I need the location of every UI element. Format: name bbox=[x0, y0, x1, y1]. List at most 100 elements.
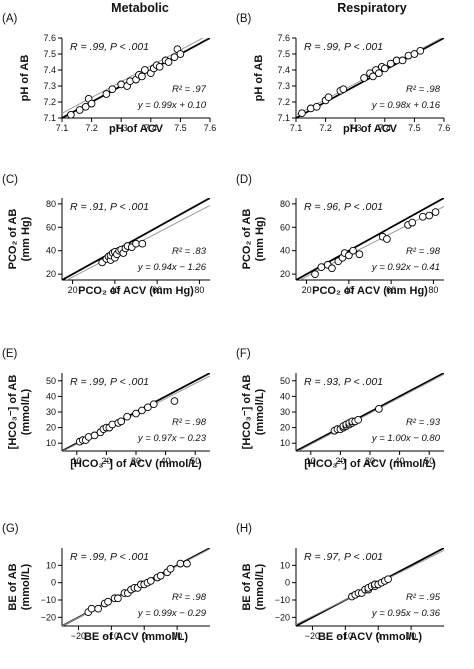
data-point bbox=[183, 559, 191, 568]
data-point bbox=[164, 58, 173, 66]
x-axis-label: pH of ACV bbox=[343, 123, 398, 135]
data-point bbox=[146, 577, 155, 585]
correlation-annotation: R = .99, P < .001 bbox=[70, 41, 149, 53]
data-point bbox=[328, 264, 336, 273]
data-point bbox=[132, 409, 140, 418]
x-tick-label: 10 bbox=[406, 631, 416, 641]
regression-equation: y = 0.98x + 0.16 bbox=[371, 100, 441, 111]
y-tick-label: 7.6 bbox=[43, 33, 56, 43]
regression-equation: y = 0.99x + 0.10 bbox=[137, 100, 207, 111]
panel-label: (G) bbox=[2, 523, 19, 535]
x-tick-label: 10 bbox=[72, 456, 82, 466]
y-tick-label: 40 bbox=[280, 391, 290, 401]
x-tick-label: 40 bbox=[161, 456, 171, 466]
regression-equation: y = 1.00x − 0.80 bbox=[371, 433, 441, 444]
y-tick-label: 60 bbox=[46, 222, 56, 232]
y-tick-label: 7.5 bbox=[277, 49, 290, 59]
data-point bbox=[117, 417, 126, 426]
y-axis-label: [HCO₃⁻] of AB bbox=[7, 375, 19, 450]
y-tick-label: 50 bbox=[46, 376, 56, 386]
x-tick-label: −20 bbox=[71, 631, 86, 641]
y-axis-label: BE of AB bbox=[241, 563, 253, 610]
x-tick-label: 7.3 bbox=[115, 123, 128, 133]
panels: (A)7.17.17.27.27.37.37.47.47.57.57.67.6p… bbox=[2, 13, 450, 643]
x-tick-label: 10 bbox=[306, 456, 316, 466]
regression-line bbox=[297, 373, 444, 451]
correlation-annotation: R = .91, P < .001 bbox=[70, 201, 149, 213]
data-point bbox=[132, 239, 140, 248]
panel-label: (H) bbox=[236, 523, 252, 535]
data-point bbox=[149, 400, 158, 409]
data-point bbox=[324, 93, 333, 102]
y-axis-label-units: (mmol/L) bbox=[254, 563, 266, 610]
x-tick-label: 40 bbox=[110, 285, 120, 295]
y-tick-label: 7.1 bbox=[43, 113, 56, 123]
data-point bbox=[114, 594, 122, 603]
x-tick-label: 7.5 bbox=[174, 123, 187, 133]
x-axis-label: PCO₂ of ACV (mm Hg) bbox=[78, 285, 194, 297]
y-axis-label: PCO₂ of AB bbox=[241, 209, 253, 270]
x-tick-label: 20 bbox=[335, 456, 345, 466]
panel-a: (A) 7.17.1 7.2 7.2 7.3 7.3 7.4 7.4 7.5 7.5 7.6 7.6 p… bbox=[2, 13, 216, 135]
identity-line bbox=[62, 198, 210, 280]
regression-equation: y = 0.92x − 0.41 bbox=[371, 262, 440, 273]
y-tick-label: 30 bbox=[46, 407, 56, 417]
r-squared-annotation: R² = .98 bbox=[406, 246, 441, 257]
x-tick-label: 7.1 bbox=[290, 123, 303, 133]
data-point bbox=[298, 109, 306, 118]
y-tick-label: 10 bbox=[280, 438, 290, 448]
y-tick-label: 0 bbox=[51, 578, 56, 588]
x-tick-label: 20 bbox=[101, 456, 111, 466]
correlation-annotation: R = .93, P < .001 bbox=[304, 376, 383, 388]
y-tick-label: 40 bbox=[46, 391, 56, 401]
r-squared-annotation: R² = .97 bbox=[172, 84, 207, 95]
column-title-metabolic: Metabolic bbox=[111, 1, 169, 15]
data-point bbox=[375, 69, 383, 78]
data-point bbox=[138, 72, 146, 81]
y-tick-label: −20 bbox=[275, 612, 290, 622]
r-squared-annotation: R² = .83 bbox=[172, 246, 207, 257]
panel-label: (D) bbox=[236, 174, 252, 186]
data-point bbox=[87, 604, 96, 613]
x-tick-label: 7.5 bbox=[408, 123, 421, 133]
data-point bbox=[386, 59, 395, 68]
y-tick-label: 7.4 bbox=[277, 65, 290, 75]
x-tick-label: 7.4 bbox=[379, 123, 392, 133]
data-point bbox=[138, 239, 147, 248]
y-axis-label: BE of AB bbox=[7, 563, 19, 610]
data-point bbox=[354, 415, 363, 424]
x-tick-label: 80 bbox=[194, 285, 204, 295]
data-point bbox=[87, 99, 96, 108]
x-axis-label: BE of ACV (mmol/L) bbox=[318, 631, 422, 643]
panel-label: (A) bbox=[2, 13, 18, 25]
y-tick-label: 10 bbox=[280, 560, 290, 570]
x-tick-label: 0 bbox=[376, 631, 381, 641]
data-point bbox=[355, 250, 364, 259]
y-tick-label: 60 bbox=[280, 222, 290, 232]
data-point bbox=[81, 102, 90, 111]
column-title-respiratory: Respiratory bbox=[337, 1, 407, 15]
data-point bbox=[123, 412, 131, 421]
y-tick-label: 7.1 bbox=[277, 113, 290, 123]
data-point bbox=[380, 64, 389, 73]
data-point bbox=[108, 85, 117, 94]
x-tick-label: 20 bbox=[68, 285, 78, 295]
data-point bbox=[345, 251, 353, 260]
regression-equation: y = 0.99x − 0.29 bbox=[137, 608, 207, 619]
data-point bbox=[90, 431, 99, 440]
data-point bbox=[176, 50, 185, 58]
x-tick-label: 50 bbox=[190, 456, 200, 466]
y-tick-label: 7.2 bbox=[43, 97, 56, 107]
x-tick-label: 7.6 bbox=[204, 123, 217, 133]
correlation-annotation: R = .99, P < .001 bbox=[304, 41, 383, 53]
x-tick-label: 80 bbox=[428, 285, 438, 295]
y-tick-label: −10 bbox=[275, 595, 290, 605]
data-point bbox=[67, 110, 75, 119]
x-tick-label: 30 bbox=[365, 456, 375, 466]
x-tick-label: 60 bbox=[386, 285, 396, 295]
data-point bbox=[383, 235, 391, 243]
